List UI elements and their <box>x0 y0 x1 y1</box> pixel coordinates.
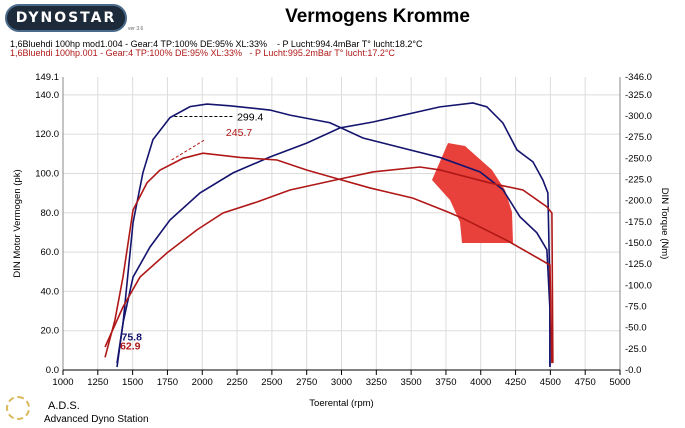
y2-tick-label: -250.0 <box>625 153 652 164</box>
logo-version: ver 3.6 <box>128 26 144 32</box>
footer-brand: A.D.S. <box>48 400 80 412</box>
x-tick-label: 4000 <box>470 377 491 388</box>
x-tick-label: 1000 <box>52 377 73 388</box>
max-torque-marker-red <box>171 139 206 161</box>
x-axis-label: Toerental (rpm) <box>309 398 373 409</box>
y2-tick-label: -25.0 <box>625 344 647 355</box>
annotation-label: 299.4 <box>237 111 263 123</box>
watermark-logo <box>432 143 513 243</box>
x-tick-label: 3250 <box>366 377 387 388</box>
y2-tick-label: -175.0 <box>625 217 652 228</box>
x-tick-label: 3750 <box>435 377 456 388</box>
x-tick-label: 4250 <box>505 377 526 388</box>
series-line-1 <box>116 103 551 367</box>
annotation-label: 62.9 <box>120 340 141 352</box>
y2-tick-label: -275.0 <box>625 132 652 143</box>
y2-tick-label: -50.0 <box>625 323 647 334</box>
y-top-label: 149.1 <box>35 72 59 83</box>
y-tick-label: 40.0 <box>41 286 60 297</box>
ads-logo-icon <box>6 396 30 420</box>
annotation-label: 75.8 <box>121 332 142 344</box>
dynostar-logo: DYNOSTAR <box>5 4 127 32</box>
x-tick-label: 1250 <box>87 377 108 388</box>
x-tick-label: 4750 <box>575 377 596 388</box>
y-tick-label: 20.0 <box>41 326 60 337</box>
y-tick-label: 0.0 <box>46 365 59 376</box>
y2-tick-label: -300.0 <box>625 111 652 122</box>
y2-tick-label: -100.0 <box>625 280 652 291</box>
x-tick-label: 2000 <box>192 377 213 388</box>
y2-axis-label: DIN Torque (Nm) <box>659 188 670 260</box>
series-line-0 <box>116 102 551 368</box>
y2-tick-label: -150.0 <box>625 238 652 249</box>
y-tick-label: 60.0 <box>41 247 60 258</box>
x-tick-label: 1750 <box>157 377 178 388</box>
legend-entry-2: 1,6Bluehdi 100hp.001 - Gear:4 TP:100% DE… <box>10 48 395 58</box>
y2-tick-label: -75.0 <box>625 301 647 312</box>
y2-tick-label: -0.0 <box>625 365 641 376</box>
y2-top-label: -346.0 <box>625 72 652 83</box>
x-tick-label: 5000 <box>609 377 630 388</box>
y-axis-label: DIN Motor Vermogen (pk) <box>12 169 23 277</box>
chart-title: Vermogens Kromme <box>285 6 470 27</box>
x-tick-label: 3500 <box>401 377 422 388</box>
x-tick-label: 3000 <box>331 377 352 388</box>
x-tick-label: 2250 <box>226 377 247 388</box>
x-tick-label: 4500 <box>540 377 561 388</box>
y2-tick-label: -200.0 <box>625 196 652 207</box>
series-line-3 <box>104 152 553 364</box>
y-tick-label: 100.0 <box>35 168 59 179</box>
x-tick-label: 2750 <box>296 377 317 388</box>
y2-tick-label: -225.0 <box>625 174 652 185</box>
footer-brand-full: Advanced Dyno Station <box>44 414 149 425</box>
y-tick-label: 120.0 <box>35 129 59 140</box>
y-tick-label: 80.0 <box>41 208 60 219</box>
x-tick-label: 1500 <box>122 377 143 388</box>
annotation-label: 245.7 <box>226 127 252 139</box>
y-tick-label: 140.0 <box>35 90 59 101</box>
legend-entry-1: 1,6Bluehdi 100hp mod1.004 - Gear:4 TP:10… <box>10 39 423 49</box>
y2-tick-label: -325.0 <box>625 90 652 101</box>
x-tick-label: 2500 <box>261 377 282 388</box>
y2-tick-label: -125.0 <box>625 259 652 270</box>
